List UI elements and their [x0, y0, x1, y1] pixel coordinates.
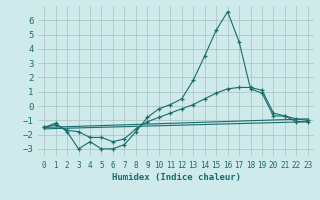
X-axis label: Humidex (Indice chaleur): Humidex (Indice chaleur)	[111, 173, 241, 182]
